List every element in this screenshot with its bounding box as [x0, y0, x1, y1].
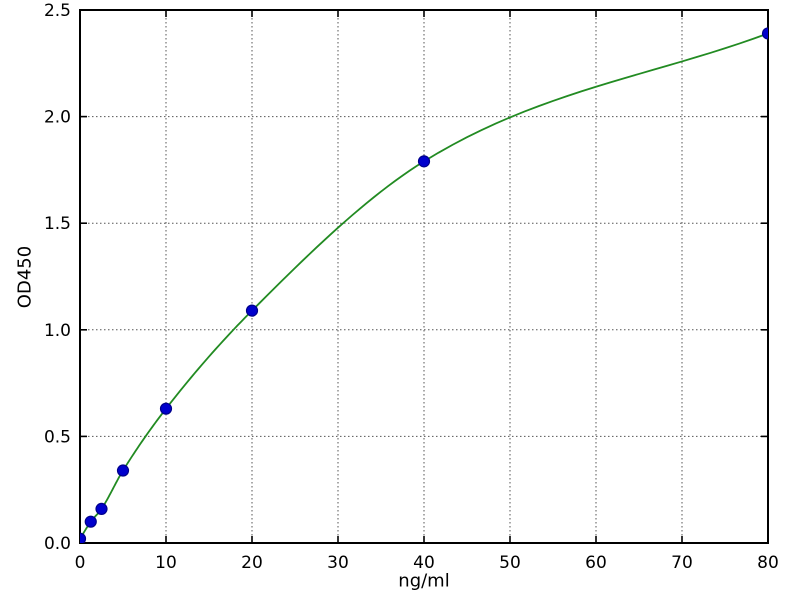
x-tick-label: 20	[241, 553, 263, 573]
x-tick-label: 50	[499, 553, 521, 573]
x-tick-label: 40	[413, 553, 435, 573]
x-axis-label: ng/ml	[398, 570, 450, 592]
y-axis-label: OD450	[14, 245, 36, 309]
data-layer	[80, 27, 768, 543]
y-tick-label: 2.0	[44, 108, 71, 128]
data-point	[80, 532, 87, 543]
y-tick-label: 0.0	[44, 534, 71, 554]
data-point	[417, 155, 431, 168]
data-point	[159, 402, 173, 415]
x-tick-label: 80	[757, 553, 779, 573]
y-tick-label: 1.5	[44, 214, 71, 234]
data-point	[116, 464, 130, 477]
x-tick-label: 10	[155, 553, 177, 573]
data-point	[95, 502, 108, 515]
y-tick-label: 1.0	[44, 321, 71, 341]
x-tick-label: 70	[671, 553, 693, 573]
x-tick-label: 30	[327, 553, 349, 573]
data-point	[761, 27, 768, 40]
y-tick-label: 0.5	[44, 427, 71, 447]
data-point	[245, 304, 259, 317]
y-tick-label: 2.5	[44, 1, 71, 21]
x-tick-label: 60	[585, 553, 607, 573]
x-tick-label: 0	[75, 553, 86, 573]
data-point	[84, 515, 97, 528]
